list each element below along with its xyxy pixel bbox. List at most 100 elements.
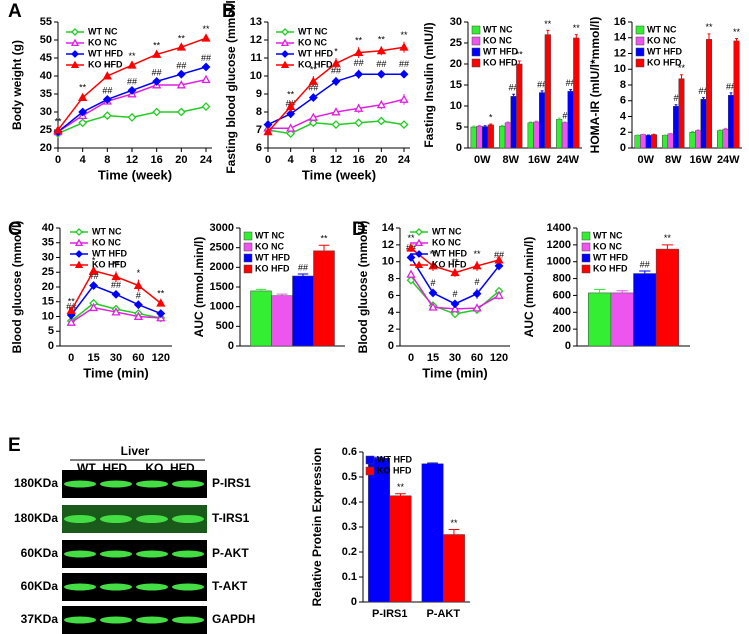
blot-band xyxy=(100,480,132,488)
marker xyxy=(152,107,162,117)
marker xyxy=(88,302,99,312)
significance: # xyxy=(474,277,479,287)
significance: # xyxy=(452,289,457,299)
significance: ## xyxy=(640,259,650,269)
y-tick-label: 6 xyxy=(620,95,626,107)
error-bar xyxy=(529,121,533,123)
significance: ## xyxy=(376,59,386,69)
marker xyxy=(53,125,63,134)
marker xyxy=(428,288,438,298)
y-tick-label: 35 xyxy=(42,237,54,249)
significance: ** xyxy=(407,233,415,243)
y-tick-label: 3000 xyxy=(210,222,234,234)
bar xyxy=(640,134,646,149)
bar xyxy=(651,134,657,149)
significance: ** xyxy=(473,249,481,259)
marker xyxy=(406,253,416,262)
x-tick-label: 120 xyxy=(490,352,508,364)
x-tick-label: 30 xyxy=(449,352,461,364)
marker xyxy=(286,109,296,119)
blot-label: T-IRS1 xyxy=(212,511,250,525)
marker xyxy=(127,85,137,95)
y-tick-label: 10 xyxy=(614,63,626,75)
marker xyxy=(354,103,364,112)
error-bar xyxy=(735,38,738,41)
bar xyxy=(728,94,734,149)
y-tick-label: 0 xyxy=(620,142,626,154)
y-axis-label: AUC (mmol.min/l) xyxy=(522,237,536,338)
y-tick-label: 14 xyxy=(382,222,395,234)
panel-label: C xyxy=(8,219,22,240)
error-bar xyxy=(255,288,267,291)
x-tick-label: 16W xyxy=(689,154,712,166)
significance: ## xyxy=(89,271,99,281)
blot-label: P-IRS1 xyxy=(212,476,251,490)
x-tick-label: 15 xyxy=(427,352,439,364)
blot-band xyxy=(64,515,96,523)
bar xyxy=(667,133,674,149)
error-bar xyxy=(395,493,406,496)
error-bar xyxy=(574,34,578,38)
significance: ** xyxy=(378,35,386,45)
marker xyxy=(450,304,460,313)
x-tick-label: 15 xyxy=(87,352,99,364)
significance: # xyxy=(430,278,435,288)
y-axis-label: Body weight (g) xyxy=(10,40,24,130)
y-tick-label: 0.1 xyxy=(342,571,357,583)
marker xyxy=(78,118,88,128)
marker xyxy=(450,267,460,277)
marker xyxy=(66,305,76,315)
marker xyxy=(450,299,460,309)
marker xyxy=(415,228,423,236)
x-tick-label: 24W xyxy=(717,154,740,166)
x-tick-label: 8 xyxy=(104,154,110,166)
marker xyxy=(176,107,186,117)
blot-band xyxy=(136,480,168,488)
y-tick-label: 200 xyxy=(553,323,571,335)
legend-label: KO HFD xyxy=(255,263,290,273)
legend-swatch xyxy=(243,264,253,274)
error-bar xyxy=(696,129,700,131)
legend-label: KO HFD xyxy=(647,57,682,67)
x-tick-label: 16 xyxy=(353,154,365,166)
y-tick-label: 1000 xyxy=(547,256,571,268)
panel-label: E xyxy=(8,435,21,456)
blot-size: 60KDa xyxy=(21,546,59,560)
marker xyxy=(263,126,273,136)
y-axis-label: HOMA-IR (mIU/l*mmol/l) xyxy=(588,17,602,154)
y-tick-label: 0.6 xyxy=(342,446,357,458)
marker xyxy=(201,74,211,84)
marker xyxy=(88,265,99,275)
y-tick-label: 2 xyxy=(388,323,394,335)
legend-swatch xyxy=(635,25,645,35)
error-bar xyxy=(373,456,385,459)
error-bar xyxy=(477,124,481,127)
significance: * xyxy=(92,256,96,266)
legend-label: KO NC xyxy=(255,241,285,251)
y-tick-label: 0 xyxy=(228,340,234,352)
marker xyxy=(308,112,318,121)
legend-swatch xyxy=(243,231,253,241)
marker xyxy=(399,42,409,51)
significance: ## xyxy=(537,79,547,89)
blot-band xyxy=(172,515,204,523)
marker xyxy=(133,311,144,320)
legend-swatch xyxy=(581,264,591,274)
blot-size: 60KDa xyxy=(21,579,59,593)
significance: ** xyxy=(450,518,458,528)
y-tick-label: 20 xyxy=(40,142,52,154)
y-tick-label: 8 xyxy=(388,272,394,284)
marker xyxy=(331,76,341,86)
y-tick-label: 25 xyxy=(42,266,54,278)
y-axis-label: AUC (mmol.min/l) xyxy=(192,237,206,338)
marker xyxy=(414,238,424,247)
y-axis-label: Relative Protein Expression xyxy=(310,448,324,607)
y-axis-label: Blood glucose (mmol/l) xyxy=(10,221,24,354)
legend-label: KO HFD xyxy=(88,59,123,69)
marker xyxy=(280,38,290,47)
legend-label: WT NC xyxy=(298,26,328,36)
y-tick-label: 35 xyxy=(40,88,52,100)
error-bar xyxy=(276,293,288,296)
y-tick-label: 45 xyxy=(40,52,52,64)
significance: ** xyxy=(678,63,686,73)
